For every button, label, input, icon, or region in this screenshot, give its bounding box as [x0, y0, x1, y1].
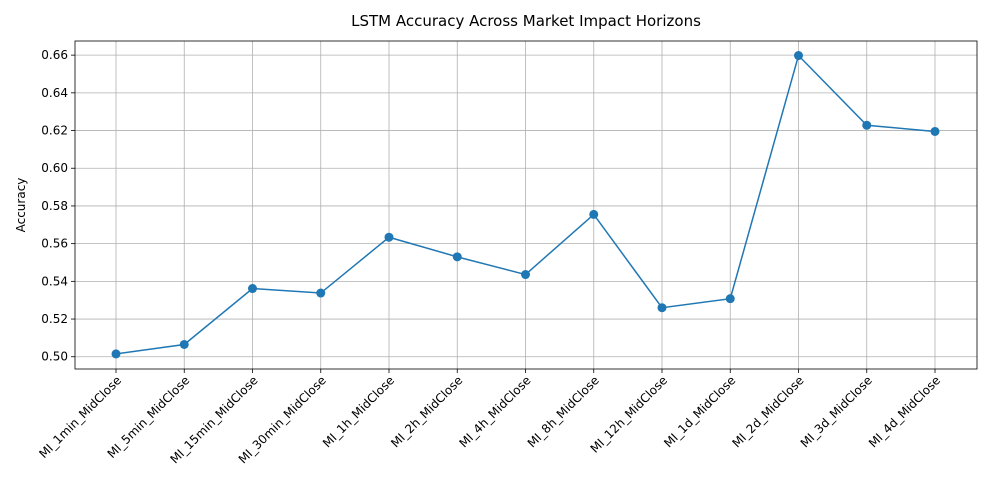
- x-tick-label: MI_4d_MidClose: [866, 373, 943, 450]
- plot-frame: [74, 40, 978, 370]
- data-point: [521, 270, 530, 280]
- data-point: [248, 284, 257, 294]
- data-point: [725, 294, 735, 304]
- y-tick-label: 0.56: [41, 237, 68, 251]
- y-tick-label: 0.52: [41, 312, 68, 326]
- data-point: [657, 303, 667, 313]
- chart-title: LSTM Accuracy Across Market Impact Horiz…: [351, 12, 701, 30]
- x-tick-label: MI_1d_MidClose: [661, 373, 738, 450]
- x-tick-label: MI_12h_MidClose: [588, 373, 671, 456]
- data-point: [384, 232, 394, 242]
- y-axis: 0.50 0.52 0.54 0.56 0.58 0.60 0.62 0.64 0.66: [41, 48, 75, 364]
- x-tick-label: MI_8h_MidClose: [525, 373, 602, 450]
- x-tick-label: MI_2h_MidClose: [388, 373, 465, 450]
- grid-lines: [75, 41, 977, 369]
- y-tick-label: 0.64: [41, 86, 68, 100]
- data-point: [930, 126, 940, 136]
- data-point: [179, 339, 189, 349]
- y-tick-label: 0.66: [41, 48, 68, 62]
- y-tick-label: 0.60: [41, 161, 68, 175]
- data-point: [589, 209, 599, 219]
- y-tick-label: 0.58: [41, 199, 68, 213]
- y-tick-label: 0.54: [41, 274, 68, 288]
- y-tick-label: 0.62: [41, 124, 68, 138]
- x-tick-label: MI_2d_MidClose: [729, 373, 806, 450]
- data-point: [794, 51, 803, 61]
- data-point: [316, 288, 326, 298]
- y-tick-label: 0.50: [41, 350, 68, 364]
- x-tick-label: MI_3d_MidClose: [798, 373, 875, 450]
- data-point: [862, 120, 872, 130]
- line-series: [111, 51, 940, 359]
- x-tick-label: MI_1h_MidClose: [320, 373, 397, 450]
- data-point: [111, 349, 121, 359]
- data-point: [452, 252, 462, 262]
- y-axis-label: Accuracy: [14, 178, 28, 233]
- x-tick-label: MI_4h_MidClose: [456, 373, 533, 450]
- x-axis: MI_1min_MidCloseMI_5min_MidCloseMI_15min…: [36, 369, 943, 466]
